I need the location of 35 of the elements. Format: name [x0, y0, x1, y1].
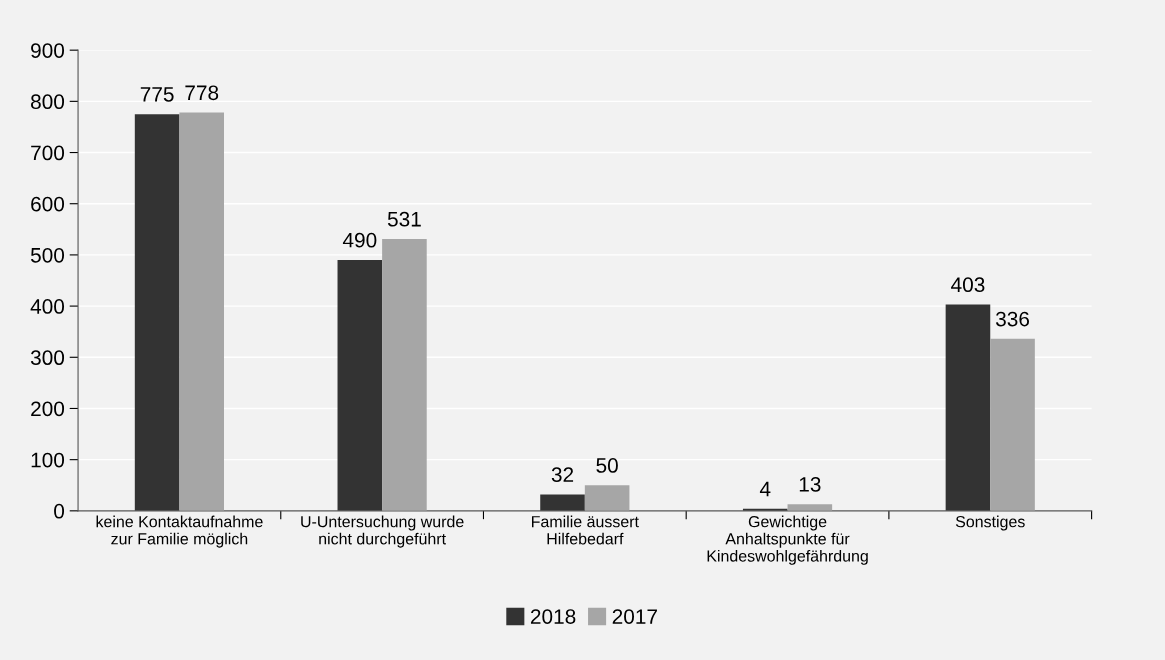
- y-tick-label: 700: [31, 145, 65, 161]
- legend-label: 2017: [612, 609, 657, 624]
- y-tick-label: 800: [31, 94, 65, 110]
- data-label: 490: [342, 232, 377, 248]
- bar: [337, 260, 383, 511]
- y-tick-label: 100: [31, 452, 65, 468]
- y-tick-label: 500: [30, 247, 65, 263]
- y-tick-label: 400: [30, 299, 65, 314]
- data-label: 13: [799, 476, 821, 492]
- bar: [990, 338, 1035, 511]
- y-tick-label: 0: [54, 503, 65, 519]
- data-label: 4: [759, 481, 771, 497]
- bar: [540, 494, 585, 511]
- data-label: 775: [140, 87, 174, 102]
- x-tick-label: Familie äussert Hilfebedarf: [532, 515, 639, 545]
- y-tick-label: 900: [31, 43, 65, 58]
- data-label: 531: [387, 211, 421, 227]
- data-label: 778: [185, 85, 219, 101]
- bar: [179, 112, 225, 511]
- bar: [584, 485, 630, 511]
- x-tick-label: Gewichtige Anhaltspunkte für Kindeswohlgefährdung: [707, 515, 868, 565]
- data-label: 50: [596, 458, 618, 473]
- y-tick-label: 200: [31, 401, 65, 417]
- data-label: 336: [995, 311, 1030, 327]
- data-label: 403: [951, 277, 985, 293]
- legend-label: 2018: [530, 609, 576, 624]
- x-tick-label: keine Kontaktaufnahme zur Familie möglich: [96, 515, 263, 548]
- bar: [382, 239, 427, 511]
- y-tick-label: 300: [30, 350, 65, 366]
- bar: [945, 304, 991, 511]
- y-tick-label: 600: [31, 196, 65, 212]
- x-tick-label: U-Untersuchung wurde nicht durchgeführt: [301, 515, 464, 548]
- x-tick-label: Sonstiges: [955, 515, 1025, 531]
- bar: [134, 114, 180, 511]
- data-label: 32: [551, 467, 574, 483]
